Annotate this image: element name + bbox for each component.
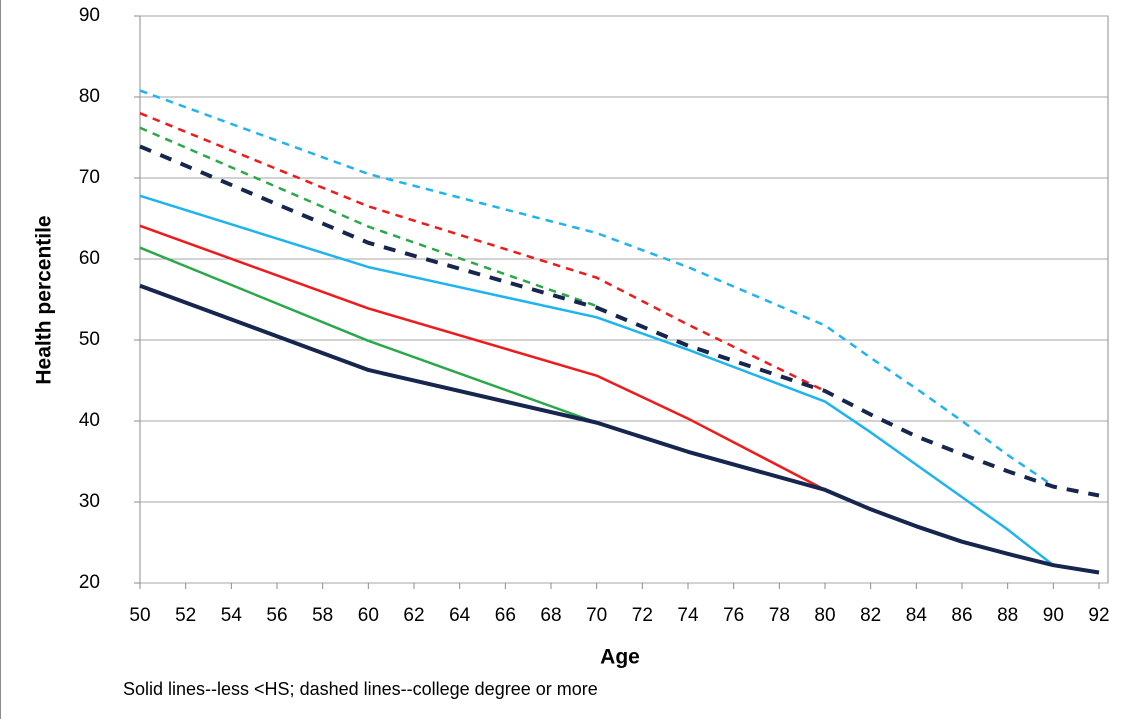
x-tick-label: 86	[951, 605, 972, 626]
series-line	[139, 224, 826, 491]
y-tick-label: 30	[79, 491, 100, 512]
y-tick-label: 20	[79, 572, 100, 593]
y-tick-label: 60	[79, 248, 100, 269]
x-tick-label: 66	[495, 605, 516, 626]
note: Solid lines--less <HS; dashed lines--col…	[123, 679, 598, 699]
series-line	[139, 283, 1100, 575]
x-tick-label: 56	[266, 605, 287, 626]
x-tick-label: 82	[860, 605, 881, 626]
series-line	[139, 89, 1055, 487]
x-tick-label: 62	[403, 605, 424, 626]
x-tick-label: 88	[997, 605, 1018, 626]
x-tick-label: 64	[449, 605, 471, 626]
y-tick-label: 80	[79, 86, 100, 107]
x-tick-label: 92	[1088, 605, 1109, 626]
series-line	[139, 126, 598, 308]
x-tick-label: 54	[221, 605, 243, 626]
x-tick-label: 70	[586, 605, 607, 626]
series-line	[139, 144, 1100, 498]
x-axis-label: Age	[600, 646, 640, 669]
x-tick-label: 50	[129, 605, 150, 626]
x-tick-label: 84	[906, 605, 928, 626]
x-tick-label: 68	[540, 605, 561, 626]
series-line	[139, 194, 1055, 567]
x-tick-label: 76	[723, 605, 744, 626]
x-tick-label: 74	[677, 605, 699, 626]
y-tick-label: 50	[79, 329, 100, 350]
x-tick-label: 52	[175, 605, 196, 626]
x-tick-label: 60	[358, 605, 379, 626]
x-tick-label: 90	[1043, 605, 1064, 626]
x-tick-label: 58	[312, 605, 333, 626]
y-tick-label: 90	[79, 5, 100, 26]
x-tick-label: 80	[814, 605, 835, 626]
x-tick-label: 78	[769, 605, 790, 626]
series-line	[139, 112, 826, 393]
y-axis-label: Health percentile	[33, 215, 56, 384]
y-tick-label: 40	[79, 410, 100, 431]
series-line	[139, 246, 598, 424]
x-tick-label: 72	[632, 605, 653, 626]
y-tick-label: 70	[79, 167, 100, 188]
